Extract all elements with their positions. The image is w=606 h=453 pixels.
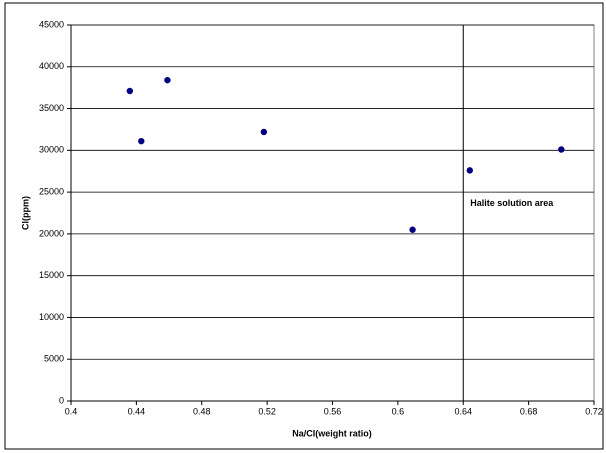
point [126,87,134,95]
x-tick-label: 0.44 [128,406,146,416]
point [409,226,416,233]
x-tick-label: 0.64 [454,406,472,416]
y-tick-label: 15000 [39,270,64,280]
y-tick-label: 35000 [39,103,64,113]
y-tick-label: 40000 [39,61,64,71]
x-tick-label: 0.72 [585,406,603,416]
x-tick-label: 0.4 [65,406,78,416]
x-axis-title: Na/Cl(weight ratio) [292,428,372,438]
y-tick-label: 25000 [39,186,64,196]
point [138,137,145,145]
x-tick-label: 0.6 [392,406,405,416]
annotation: Halite solution area [470,198,554,208]
y-tick-label: 0 [59,395,64,405]
y-tick-label: 20000 [39,228,64,238]
point [164,76,171,84]
y-tick-label: 5000 [44,354,64,364]
x-tick-label: 0.52 [258,406,276,416]
y-tick-label: 10000 [39,312,64,322]
point [466,167,473,174]
y-tick-label: 30000 [39,145,64,155]
point [260,128,268,136]
x-tick-label: 0.48 [193,406,211,416]
y-tick-label: 45000 [39,19,64,29]
point [558,146,565,153]
plot-area [70,24,595,402]
x-tick-label: 0.56 [324,406,342,416]
y-axis-title: Cl(ppm) [20,196,30,230]
x-tick-label: 0.68 [520,406,538,416]
